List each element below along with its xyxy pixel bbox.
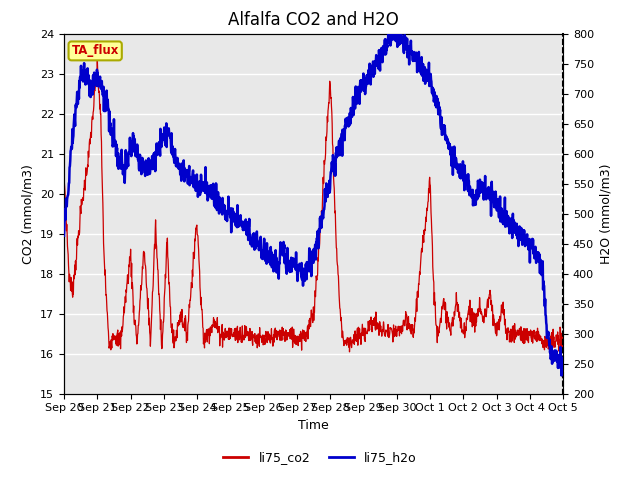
X-axis label: Time: Time xyxy=(298,419,329,432)
Title: Alfalfa CO2 and H2O: Alfalfa CO2 and H2O xyxy=(228,11,399,29)
Legend: li75_co2, li75_h2o: li75_co2, li75_h2o xyxy=(218,446,422,469)
Y-axis label: CO2 (mmol/m3): CO2 (mmol/m3) xyxy=(22,164,35,264)
Y-axis label: H2O (mmol/m3): H2O (mmol/m3) xyxy=(600,163,612,264)
Text: TA_flux: TA_flux xyxy=(72,44,119,58)
